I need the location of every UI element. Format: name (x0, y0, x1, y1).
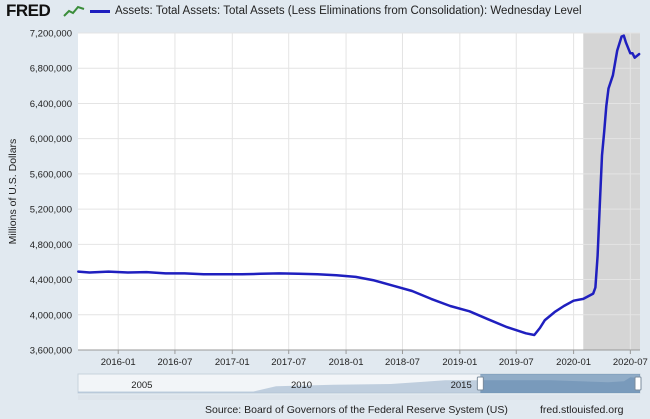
y-tick-label: 5,200,000 (30, 205, 72, 216)
x-tick-label: 2016-01 (101, 357, 136, 368)
plot-background (78, 33, 640, 350)
x-tick-label: 2020-07 (613, 357, 648, 368)
navigator-handle-left (476, 376, 484, 391)
y-tick-label: 6,400,000 (30, 99, 72, 110)
series-line (77, 34, 641, 337)
range-navigator[interactable]: 2005 2010 2015 (77, 373, 642, 400)
x-tick-label: 2018-07 (385, 357, 420, 368)
x-tick-label: 2016-07 (158, 357, 193, 368)
fred-logo-graph-icon (63, 5, 85, 17)
x-tick-label: 2019-01 (442, 357, 477, 368)
x-tick-label: 2017-01 (215, 357, 250, 368)
y-tick-label: 3,600,000 (30, 346, 72, 357)
y-tick-label: 6,800,000 (30, 64, 72, 75)
y-tick-label: 4,000,000 (30, 310, 72, 321)
chart-header: FRED Assets: Total Assets: Total Assets … (0, 0, 650, 26)
x-tick-label: 2017-07 (271, 357, 306, 368)
y-tick-label: 7,200,000 (30, 29, 72, 40)
fred-logo[interactable]: FRED (6, 1, 51, 20)
y-axis-title: Millions of U.S. Dollars (7, 139, 19, 245)
plot-area: 3,600,000 4,000,000 4,400,000 4,800,000 5,20… (7, 29, 648, 369)
y-tick-label: 6,000,000 (30, 134, 72, 145)
navigator-label: 2015 (451, 380, 472, 391)
x-tick-label: 2019-07 (499, 357, 534, 368)
navigator-label: 2010 (291, 380, 312, 391)
navigator-label: 2005 (131, 380, 152, 391)
y-tick-label: 4,800,000 (30, 240, 72, 251)
x-tick-label: 2018-01 (329, 357, 364, 368)
legend-swatch (90, 9, 110, 13)
y-tick-label: 5,600,000 (30, 169, 72, 180)
navigator-scrollbar (78, 395, 640, 400)
x-tick-label: 2020-01 (556, 357, 591, 368)
source-note: Source: Board of Governors of the Federa… (205, 404, 508, 416)
site-link[interactable]: fred.stlouisfed.org (540, 404, 624, 416)
navigator-handle-right (634, 376, 642, 391)
legend: Assets: Total Assets: Total Assets (Less… (90, 5, 582, 17)
y-tick-label: 4,400,000 (30, 275, 72, 286)
legend-label: Assets: Total Assets: Total Assets (Less… (115, 5, 582, 17)
navigator-selection (480, 374, 640, 393)
